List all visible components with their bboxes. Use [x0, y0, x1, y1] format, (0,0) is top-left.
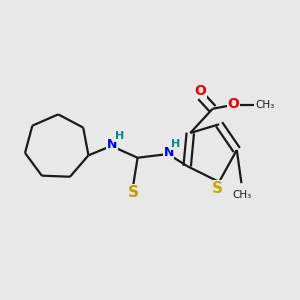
Text: CH₃: CH₃ [232, 190, 252, 200]
Text: S: S [128, 185, 139, 200]
Text: N: N [164, 146, 174, 159]
Text: N: N [107, 138, 117, 151]
Text: S: S [212, 181, 223, 196]
Text: O: O [194, 84, 206, 98]
Text: CH₃: CH₃ [255, 100, 274, 110]
Text: H: H [115, 131, 124, 141]
Text: O: O [228, 97, 240, 111]
Text: H: H [171, 139, 181, 149]
